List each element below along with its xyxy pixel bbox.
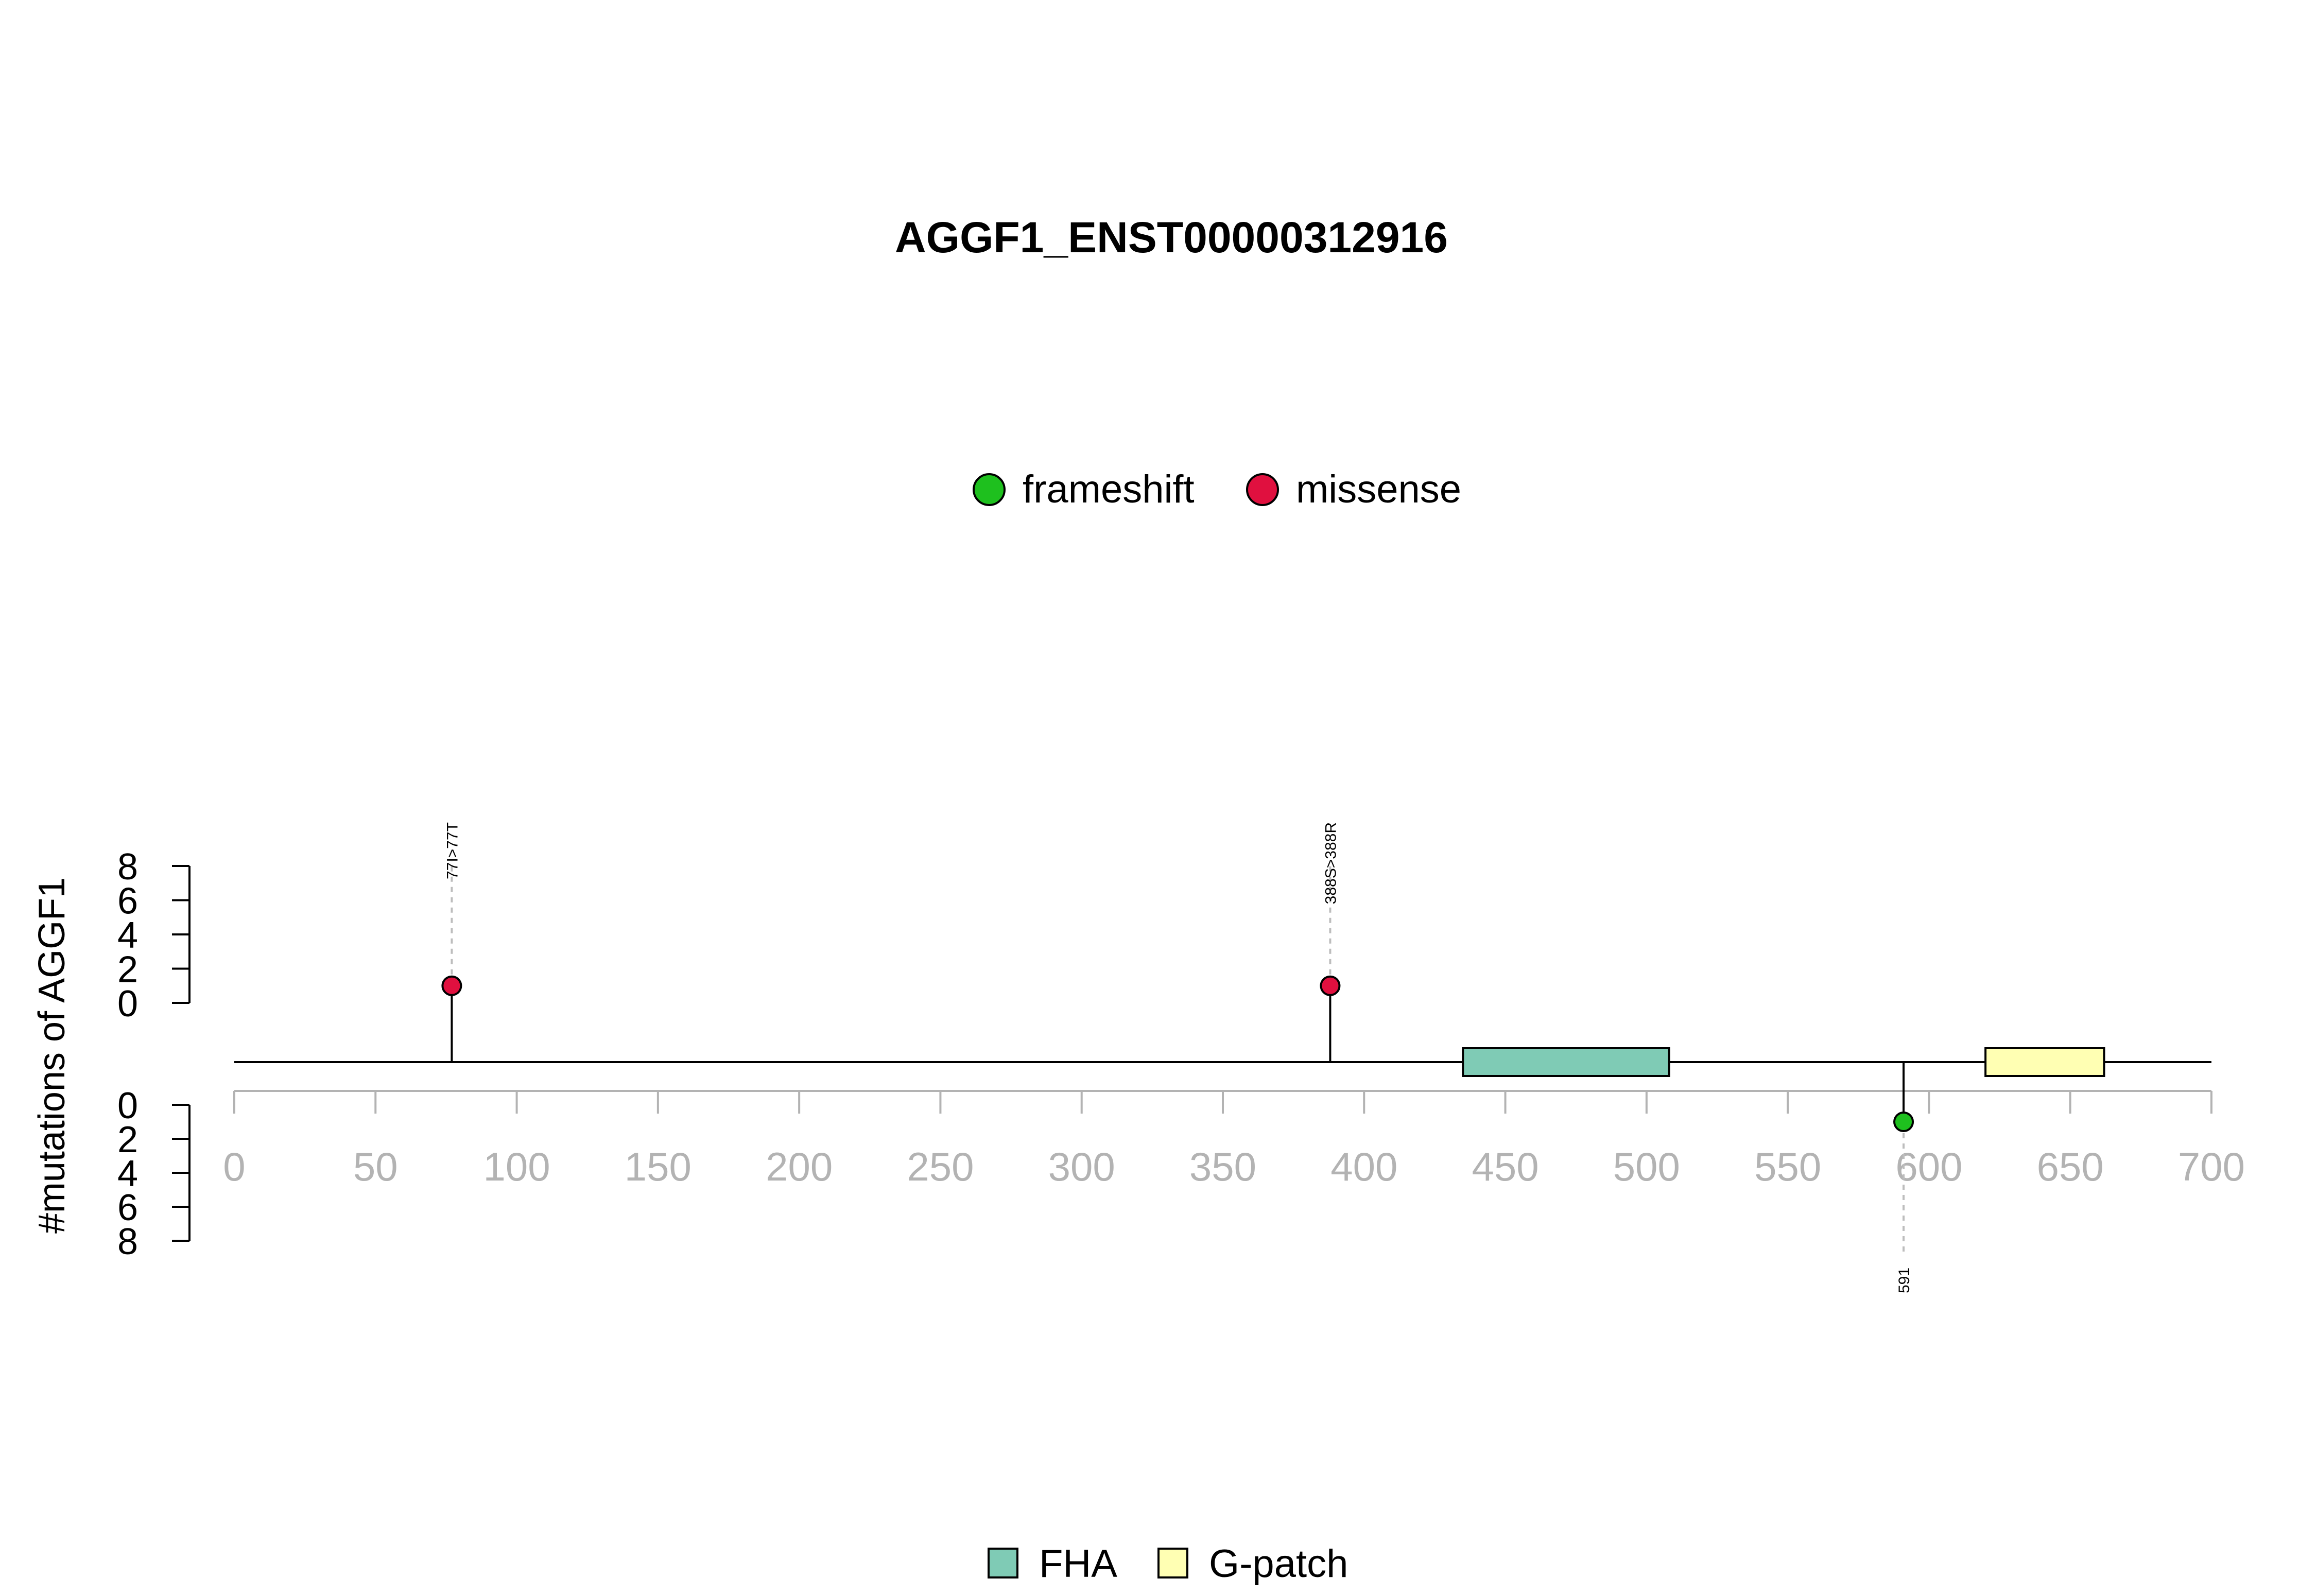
x-tick-label-350: 350 — [1189, 1144, 1256, 1189]
y-top-tick-label-6: 6 — [117, 881, 138, 922]
x-tick-label-600: 600 — [1895, 1144, 1962, 1189]
protein-domains — [234, 1047, 2211, 1077]
domain-legend-swatch-G-patch — [1157, 1548, 1188, 1578]
domain-FHA — [1462, 1047, 1670, 1077]
domain-G-patch — [1984, 1047, 2105, 1077]
x-tick-label-50: 50 — [353, 1144, 398, 1189]
legend-label-missense: missense — [1296, 467, 1461, 511]
y-bottom-tick-label-8: 8 — [117, 1221, 138, 1262]
y-top-tick-label-4: 4 — [117, 915, 138, 956]
mutation-lollipops: 77I>77T 388S>388R 591 — [441, 822, 1914, 1293]
x-tick-label-550: 550 — [1754, 1144, 1821, 1189]
x-tick-label-100: 100 — [483, 1144, 550, 1189]
x-tick-label-300: 300 — [1048, 1144, 1115, 1189]
x-tick-label-250: 250 — [907, 1144, 974, 1189]
x-tick-label-450: 450 — [1472, 1144, 1539, 1189]
x-tick-label-200: 200 — [766, 1144, 833, 1189]
x-tick-label-150: 150 — [625, 1144, 691, 1189]
y-top-tick-label-2: 2 — [117, 949, 138, 991]
y-top-tick-label-0: 0 — [117, 983, 138, 1025]
mutation-388: 388S>388R — [1320, 822, 1341, 1062]
y-bottom-tick-label-4: 4 — [117, 1153, 138, 1194]
x-tick-label-700: 700 — [2178, 1144, 2245, 1189]
y-bottom-tick-label-6: 6 — [117, 1187, 138, 1228]
mutation-point-388 — [1320, 975, 1341, 996]
x-axis: 0 50 100 150 200 250 300 350 400 450 500 550 600 650 7… — [223, 1090, 2245, 1189]
mutation-point-591 — [1893, 1112, 1914, 1132]
mutation-label-77: 77I>77T — [444, 822, 461, 879]
x-tick-label-0: 0 — [223, 1144, 245, 1189]
mutation-591: 591 — [1893, 1062, 1914, 1293]
mutation-77: 77I>77T — [441, 822, 462, 1062]
domain-legend-swatch-FHA — [988, 1548, 1018, 1578]
mutation-label-591: 591 — [1896, 1268, 1913, 1293]
chart-title: AGGF1_ENST00000312916 — [895, 213, 1448, 262]
x-tick-label-500: 500 — [1613, 1144, 1680, 1189]
mutation-label-388: 388S>388R — [1322, 822, 1339, 904]
mutation-legend: frameshift missense — [973, 467, 1461, 511]
legend-marker-frameshift — [973, 473, 1006, 506]
x-tick-label-400: 400 — [1330, 1144, 1397, 1189]
y-bottom-tick-label-2: 2 — [117, 1119, 138, 1160]
domain-legend-label-G-patch: G-patch — [1209, 1542, 1348, 1586]
y-axis-label: #mutations of AGGF1 — [31, 877, 73, 1234]
legend-label-frameshift: frameshift — [1023, 467, 1195, 511]
mutation-point-77 — [441, 975, 462, 996]
legend-marker-missense — [1246, 473, 1279, 506]
domain-legend: FHA G-patch — [988, 1542, 1348, 1586]
domain-legend-label-FHA: FHA — [1039, 1542, 1117, 1586]
y-top-tick-label-8: 8 — [117, 846, 138, 888]
y-bottom-tick-label-0: 0 — [117, 1085, 138, 1126]
x-tick-label-650: 650 — [2037, 1144, 2104, 1189]
